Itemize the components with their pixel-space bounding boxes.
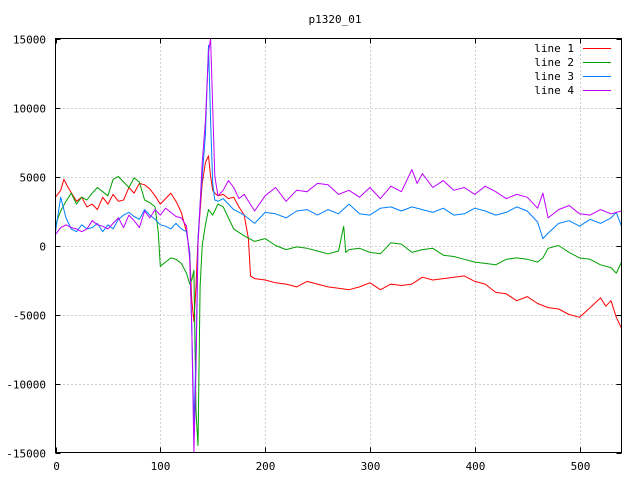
y-tick-label: -15000 bbox=[6, 448, 46, 461]
legend-label: line 2 bbox=[534, 56, 574, 69]
y-tick-label: -10000 bbox=[6, 379, 46, 392]
legend-label: line 1 bbox=[534, 42, 574, 55]
series-group bbox=[55, 38, 622, 453]
legend-label: line 3 bbox=[534, 70, 574, 83]
series-line-2 bbox=[55, 176, 622, 447]
x-tick-label: 100 bbox=[151, 460, 171, 473]
x-tick-label: 400 bbox=[466, 460, 486, 473]
y-tick-label: 0 bbox=[39, 241, 46, 254]
x-tick-label: 300 bbox=[361, 460, 381, 473]
series-line-3 bbox=[55, 44, 622, 426]
y-tick-label: 10000 bbox=[13, 103, 46, 116]
grid bbox=[55, 38, 622, 453]
series-line-1 bbox=[55, 155, 622, 329]
series-line-4 bbox=[55, 38, 622, 453]
plot-area bbox=[55, 38, 622, 453]
y-tick-label: 5000 bbox=[20, 172, 47, 185]
x-tick-label: 200 bbox=[256, 460, 276, 473]
legend-label: line 4 bbox=[534, 84, 574, 97]
y-tick-label: 15000 bbox=[13, 34, 46, 47]
chart-title: p1320_01 bbox=[309, 13, 362, 26]
x-tick-label: 500 bbox=[571, 460, 591, 473]
y-tick-label: -5000 bbox=[13, 310, 46, 323]
axes: 0 100 200 300 400 500 -15000 -10000 -5000 0 5000 10… bbox=[6, 34, 622, 473]
x-tick-label: 0 bbox=[53, 460, 60, 473]
